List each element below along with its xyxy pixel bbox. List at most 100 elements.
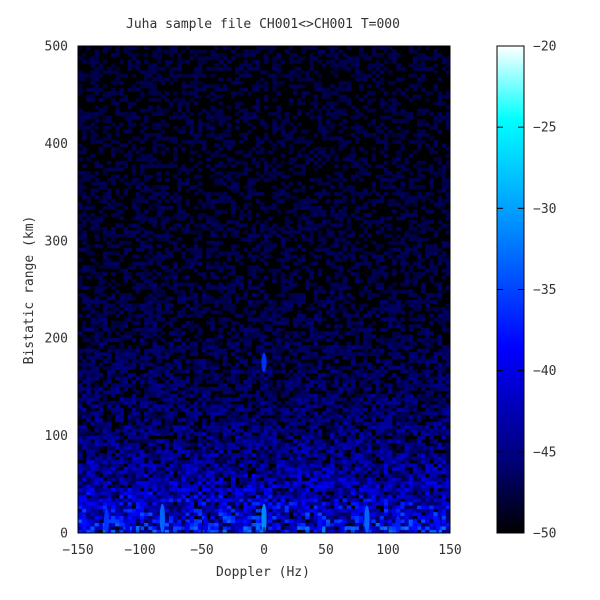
- heatmap-cell: [144, 494, 149, 499]
- heatmap-cell: [144, 352, 149, 356]
- heatmap-cell: [86, 306, 91, 311]
- heatmap-cell: [280, 487, 286, 492]
- heatmap-cell: [206, 386, 211, 391]
- heatmap-cell: [230, 265, 236, 270]
- heatmap-cell: [90, 359, 95, 363]
- heatmap-cell: [218, 484, 224, 489]
- heatmap-cell: [251, 407, 257, 412]
- heatmap-cell: [197, 390, 203, 395]
- heatmap-cell: [326, 379, 331, 384]
- heatmap-cell: [243, 501, 248, 506]
- heatmap-cell: [185, 101, 190, 106]
- heatmap-cell: [148, 487, 153, 492]
- heatmap-cell: [297, 84, 302, 89]
- heatmap-cell: [264, 480, 269, 485]
- heatmap-cell: [272, 56, 277, 61]
- heatmap-cell: [102, 84, 108, 89]
- heatmap-cell: [226, 470, 232, 475]
- heatmap-cell: [301, 522, 306, 527]
- heatmap-cell: [259, 157, 265, 162]
- heatmap-cell: [239, 261, 244, 266]
- heatmap-cell: [164, 146, 170, 151]
- heatmap-cell: [111, 435, 116, 440]
- heatmap-cell: [321, 383, 327, 388]
- heatmap-cell: [78, 508, 83, 513]
- heatmap-cell: [321, 223, 327, 228]
- heatmap-cell: [226, 376, 232, 381]
- heatmap-cell: [317, 212, 323, 217]
- heatmap-cell: [247, 480, 252, 485]
- heatmap-cell: [115, 529, 120, 533]
- heatmap-cell: [156, 212, 162, 217]
- heatmap-cell: [230, 247, 236, 252]
- heatmap-cell: [206, 240, 211, 245]
- heatmap-cell: [181, 407, 186, 412]
- heatmap-cell: [94, 171, 100, 176]
- heatmap-cell: [193, 498, 199, 503]
- heatmap-cell: [218, 226, 224, 231]
- heatmap-cell: [123, 505, 128, 510]
- heatmap-cell: [94, 303, 100, 308]
- heatmap-cell: [239, 449, 244, 454]
- heatmap-cell: [247, 501, 252, 506]
- heatmap-cell: [119, 519, 124, 523]
- heatmap-cell: [255, 265, 261, 270]
- heatmap-cell: [243, 494, 248, 499]
- heatmap-cell: [247, 379, 252, 384]
- heatmap-cell: [152, 345, 157, 350]
- heatmap-cell: [305, 508, 310, 513]
- heatmap-cell: [135, 407, 141, 412]
- heatmap-cell: [197, 498, 203, 503]
- heatmap-cell: [317, 320, 323, 325]
- heatmap-cell: [230, 327, 236, 332]
- heatmap-cell: [152, 52, 157, 57]
- heatmap-cell: [115, 463, 120, 468]
- heatmap-cell: [301, 407, 306, 412]
- heatmap-cell: [214, 244, 219, 249]
- heatmap-cell: [321, 348, 327, 353]
- heatmap-cell: [288, 299, 294, 304]
- heatmap-cell: [243, 171, 248, 176]
- heatmap-cell: [156, 289, 162, 294]
- heatmap-cell: [177, 167, 182, 172]
- heatmap-cell: [106, 522, 112, 527]
- heatmap-cell: [239, 282, 244, 287]
- heatmap-cell: [301, 456, 306, 461]
- heatmap-cell: [193, 192, 199, 196]
- heatmap-cell: [284, 400, 290, 405]
- heatmap-cell: [255, 345, 261, 350]
- heatmap-cell: [102, 292, 108, 297]
- heatmap-cell: [177, 522, 182, 527]
- heatmap-cell: [78, 400, 83, 405]
- heatmap-cell: [197, 376, 203, 381]
- heatmap-cell: [168, 494, 174, 499]
- heatmap-cell: [272, 494, 277, 499]
- heatmap-cell: [272, 470, 277, 475]
- heatmap-cell: [94, 261, 100, 266]
- heatmap-cell: [115, 244, 120, 249]
- heatmap-cell: [288, 473, 294, 478]
- heatmap-cell: [197, 473, 203, 478]
- heatmap-cell: [321, 452, 327, 457]
- heatmap-cell: [288, 459, 294, 464]
- heatmap-cell: [243, 160, 248, 165]
- heatmap-cell: [168, 508, 174, 513]
- heatmap-cell: [272, 244, 277, 249]
- heatmap-cell: [284, 254, 290, 259]
- heatmap-cell: [313, 341, 319, 346]
- heatmap-cell: [135, 199, 141, 203]
- heatmap-cell: [292, 73, 298, 78]
- heatmap-cell: [156, 432, 162, 436]
- heatmap-cell: [119, 268, 124, 273]
- heatmap-cell: [239, 515, 244, 520]
- heatmap-cell: [111, 498, 116, 503]
- heatmap-cell: [86, 526, 91, 530]
- heatmap-cell: [280, 449, 286, 454]
- heatmap-cell: [119, 334, 124, 339]
- heatmap-cell: [90, 98, 95, 103]
- heatmap-cell: [98, 185, 104, 190]
- heatmap-cell: [317, 355, 323, 360]
- heatmap-cell: [272, 223, 277, 228]
- heatmap-cell: [259, 174, 265, 179]
- heatmap-cell: [326, 251, 331, 256]
